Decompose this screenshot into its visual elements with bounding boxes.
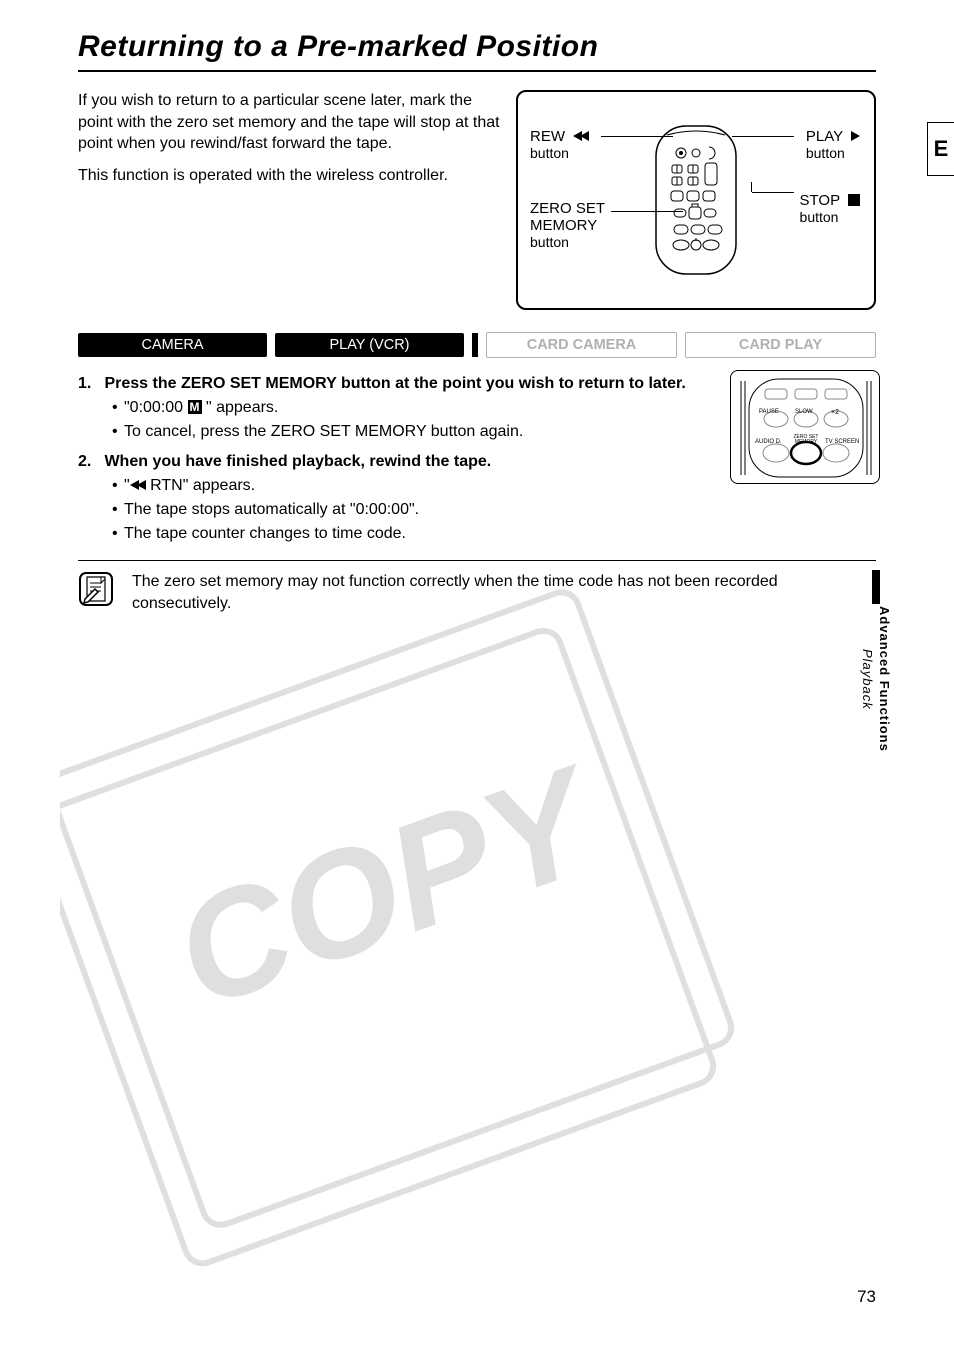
step2-num: 2. [78, 450, 100, 474]
mini-slow-label: SLOW [795, 408, 813, 417]
mode-camera[interactable]: CAMERA [78, 333, 267, 357]
mini-screen-label: TV SCREEN [825, 438, 859, 447]
mini-pause-label: PAUSE [759, 408, 779, 417]
rew-label[interactable]: REW button [530, 128, 589, 161]
memory-m-icon: M [188, 400, 202, 414]
stop-label[interactable]: STOP button [800, 192, 860, 225]
side-mark [872, 570, 880, 604]
rew-label-text: REW [530, 128, 565, 145]
rewind-icon-2 [580, 131, 589, 141]
note-text: The zero set memory may not function cor… [132, 571, 876, 616]
rew-sub: button [530, 145, 589, 161]
step1-num: 1. [78, 372, 100, 396]
step2-bullet3: The tape counter changes to time code. [78, 522, 876, 546]
side-label-advanced: Advanced Functions [877, 606, 892, 752]
mode-play-vcr[interactable]: PLAY (VCR) [275, 333, 464, 357]
mode-row: CAMERA PLAY (VCR) CARD CAMERA CARD PLAY [78, 332, 876, 358]
page-number: 73 [857, 1287, 876, 1307]
play-icon [851, 131, 860, 141]
zero-leader [611, 211, 683, 212]
step2-bullet1: " RTN" appears. [78, 474, 876, 498]
step2-heading: When you have finished playback, rewind … [104, 453, 491, 470]
stop-leader-v [751, 182, 752, 192]
remote-diagram: REW button ZERO SET MEMORY button PLAY b… [516, 90, 876, 310]
step1-heading: Press the ZERO SET MEMORY button at the … [104, 375, 685, 392]
remote-body-icon [655, 125, 737, 275]
play-leader [732, 136, 794, 137]
svg-text:COPY: COPY [155, 732, 623, 1039]
stop-icon [848, 194, 860, 206]
zero-line3: button [530, 234, 605, 250]
copy-watermark-icon: COPY [60, 580, 780, 1280]
mode-card-play[interactable]: CARD PLAY [685, 332, 876, 358]
mini-zero-label: ZERO SET MEMORY [790, 435, 822, 445]
intro-p2: This function is operated with the wirel… [78, 165, 506, 187]
side-tab-e: E [927, 122, 954, 176]
zero-set-label[interactable]: ZERO SET MEMORY button [530, 200, 605, 250]
mode-separator [472, 333, 478, 357]
rtn-rewind-icon-2 [137, 480, 146, 490]
side-section-label: Playback Advanced Functions [860, 570, 892, 752]
play-label[interactable]: PLAY button [806, 128, 860, 161]
rew-leader [601, 136, 673, 137]
play-label-text: PLAY [806, 128, 843, 145]
zero-line2: MEMORY [530, 217, 605, 234]
play-sub: button [806, 145, 860, 161]
side-label-playback: Playback [860, 606, 875, 752]
zero-line1: ZERO SET [530, 200, 605, 217]
mini-x2-label: ×2 [831, 408, 839, 419]
page-title: Returning to a Pre-marked Position [78, 30, 876, 72]
stop-sub: button [800, 209, 860, 225]
note-icon [78, 571, 114, 607]
stop-label-text: STOP [800, 192, 841, 209]
mini-audio-label: AUDIO D. [755, 438, 782, 447]
stop-leader [752, 192, 794, 193]
step2-bullet2: The tape stops automatically at "0:00:00… [78, 498, 876, 522]
mode-card-camera[interactable]: CARD CAMERA [486, 332, 677, 358]
intro-p1: If you wish to return to a particular sc… [78, 90, 506, 155]
